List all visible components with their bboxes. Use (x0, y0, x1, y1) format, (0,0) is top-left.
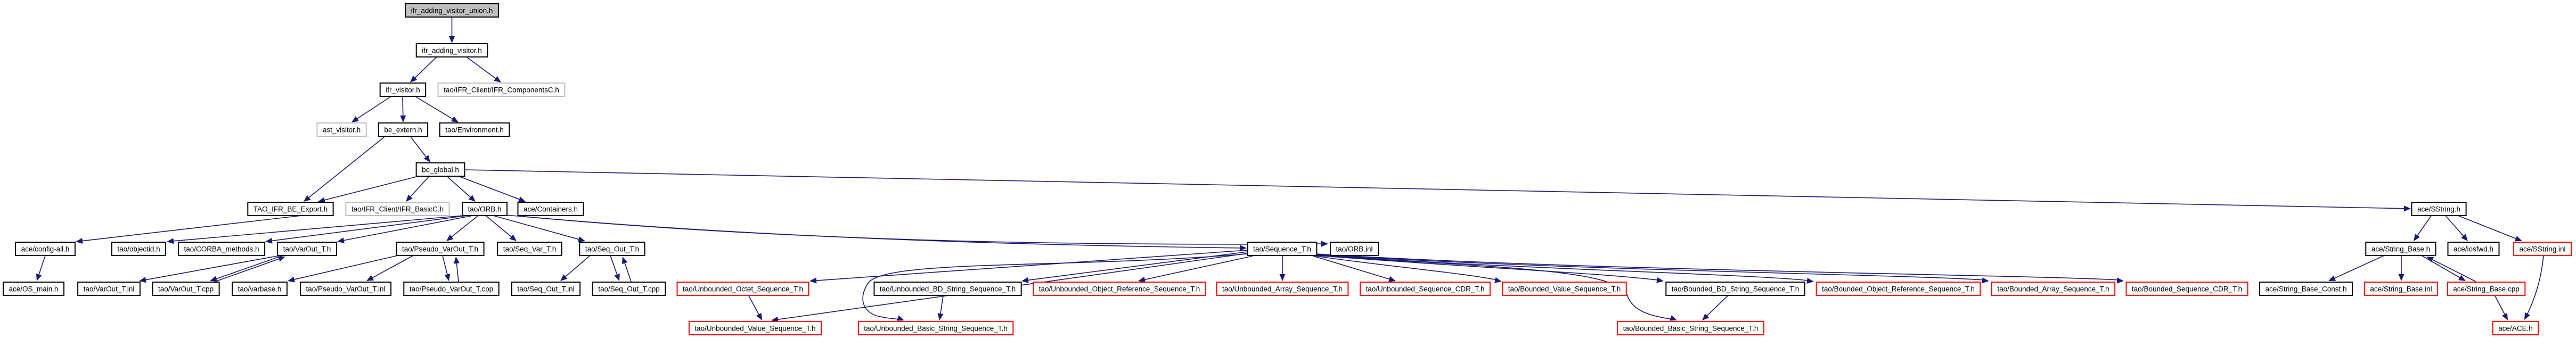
svg-text:tao/Bounded_Object_Reference_S: tao/Bounded_Object_Reference_Sequence_T.… (1822, 285, 1975, 293)
svg-text:tao/IFR_Client/IFR_BasicC.h: tao/IFR_Client/IFR_BasicC.h (351, 205, 444, 213)
svg-text:tao/Bounded_Value_Sequence_T.h: tao/Bounded_Value_Sequence_T.h (1508, 285, 1621, 293)
svg-text:tao/Unbounded_Array_Sequence_T: tao/Unbounded_Array_Sequence_T.h (1222, 285, 1343, 293)
svg-text:tao/Seq_Out_T.h: tao/Seq_Out_T.h (585, 245, 639, 253)
svg-text:tao/Sequence_T.h: tao/Sequence_T.h (1253, 245, 1311, 253)
svg-text:tao/Unbounded_Sequence_CDR_T.h: tao/Unbounded_Sequence_CDR_T.h (1366, 285, 1485, 293)
svg-text:tao/Unbounded_BD_String_Sequen: tao/Unbounded_BD_String_Sequence_T.h (880, 285, 1016, 293)
svg-text:tao/Bounded_Sequence_CDR_T.h: tao/Bounded_Sequence_CDR_T.h (2132, 285, 2242, 293)
svg-text:ifr_visitor.h: ifr_visitor.h (386, 86, 420, 94)
svg-text:ace/String_Base.inl: ace/String_Base.inl (2370, 285, 2432, 293)
svg-text:ace/SString.h: ace/SString.h (2417, 205, 2460, 213)
svg-text:ace/config-all.h: ace/config-all.h (21, 245, 70, 253)
svg-text:tao/Seq_Out_T.cpp: tao/Seq_Out_T.cpp (598, 285, 660, 293)
svg-text:tao/varbase.h: tao/varbase.h (238, 285, 282, 293)
svg-text:tao/Unbounded_Value_Sequence_T: tao/Unbounded_Value_Sequence_T.h (694, 325, 815, 333)
svg-text:tao/Seq_Out_T.inl: tao/Seq_Out_T.inl (517, 285, 574, 293)
svg-text:ace/String_Base.h: ace/String_Base.h (2371, 245, 2430, 253)
svg-text:ace/Containers.h: ace/Containers.h (524, 205, 578, 213)
svg-text:tao/Bounded_Array_Sequence_T.h: tao/Bounded_Array_Sequence_T.h (1997, 285, 2109, 293)
svg-text:ace/ACE.h: ace/ACE.h (2498, 325, 2533, 333)
svg-text:ifr_adding_visitor_union.h: ifr_adding_visitor_union.h (411, 7, 493, 15)
svg-text:tao/Unbounded_Basic_String_Seq: tao/Unbounded_Basic_String_Sequence_T.h (864, 325, 1007, 333)
svg-text:be_global.h: be_global.h (422, 166, 459, 174)
svg-text:ace/SString.inl: ace/SString.inl (2519, 245, 2565, 253)
svg-text:tao/Unbounded_Octet_Sequence_T: tao/Unbounded_Octet_Sequence_T.h (683, 285, 803, 293)
svg-text:ast_visitor.h: ast_visitor.h (323, 126, 361, 134)
svg-text:tao/Bounded_Basic_String_Seque: tao/Bounded_Basic_String_Sequence_T.h (1623, 325, 1759, 333)
svg-text:tao/Pseudo_VarOut_T.cpp: tao/Pseudo_VarOut_T.cpp (410, 285, 493, 293)
svg-text:tao/VarOut_T.cpp: tao/VarOut_T.cpp (158, 285, 214, 293)
svg-text:tao/IFR_Client/IFR_ComponentsC: tao/IFR_Client/IFR_ComponentsC.h (444, 86, 559, 94)
svg-text:tao/objectid.h: tao/objectid.h (117, 245, 160, 253)
svg-text:tao/VarOut_T.inl: tao/VarOut_T.inl (84, 285, 135, 293)
svg-text:tao/Environment.h: tao/Environment.h (445, 126, 504, 134)
svg-text:TAO_IFR_BE_Export.h: TAO_IFR_BE_Export.h (253, 205, 328, 213)
svg-text:tao/ORB.inl: tao/ORB.inl (1336, 245, 1372, 253)
svg-text:ace/OS_main.h: ace/OS_main.h (9, 285, 58, 293)
svg-text:tao/Pseudo_VarOut_T.h: tao/Pseudo_VarOut_T.h (402, 245, 478, 253)
svg-text:tao/CORBA_methods.h: tao/CORBA_methods.h (184, 245, 259, 253)
svg-text:be_extern.h: be_extern.h (384, 126, 422, 134)
svg-text:tao/Bounded_BD_String_Sequence: tao/Bounded_BD_String_Sequence_T.h (1672, 285, 1799, 293)
svg-text:tao/VarOut_T.h: tao/VarOut_T.h (283, 245, 331, 253)
svg-text:ifr_adding_visitor.h: ifr_adding_visitor.h (422, 47, 482, 55)
svg-text:tao/Unbounded_Object_Reference: tao/Unbounded_Object_Reference_Sequence_… (1039, 285, 1200, 293)
svg-text:tao/Pseudo_VarOut_T.inl: tao/Pseudo_VarOut_T.inl (306, 285, 385, 293)
svg-text:tao/Seq_Var_T.h: tao/Seq_Var_T.h (503, 245, 557, 253)
svg-text:tao/ORB.h: tao/ORB.h (468, 205, 501, 213)
svg-text:ace/String_Base.cpp: ace/String_Base.cpp (2453, 285, 2520, 293)
svg-text:ace/String_Base_Const.h: ace/String_Base_Const.h (2265, 285, 2346, 293)
svg-text:ace/iosfwd.h: ace/iosfwd.h (2454, 245, 2493, 253)
